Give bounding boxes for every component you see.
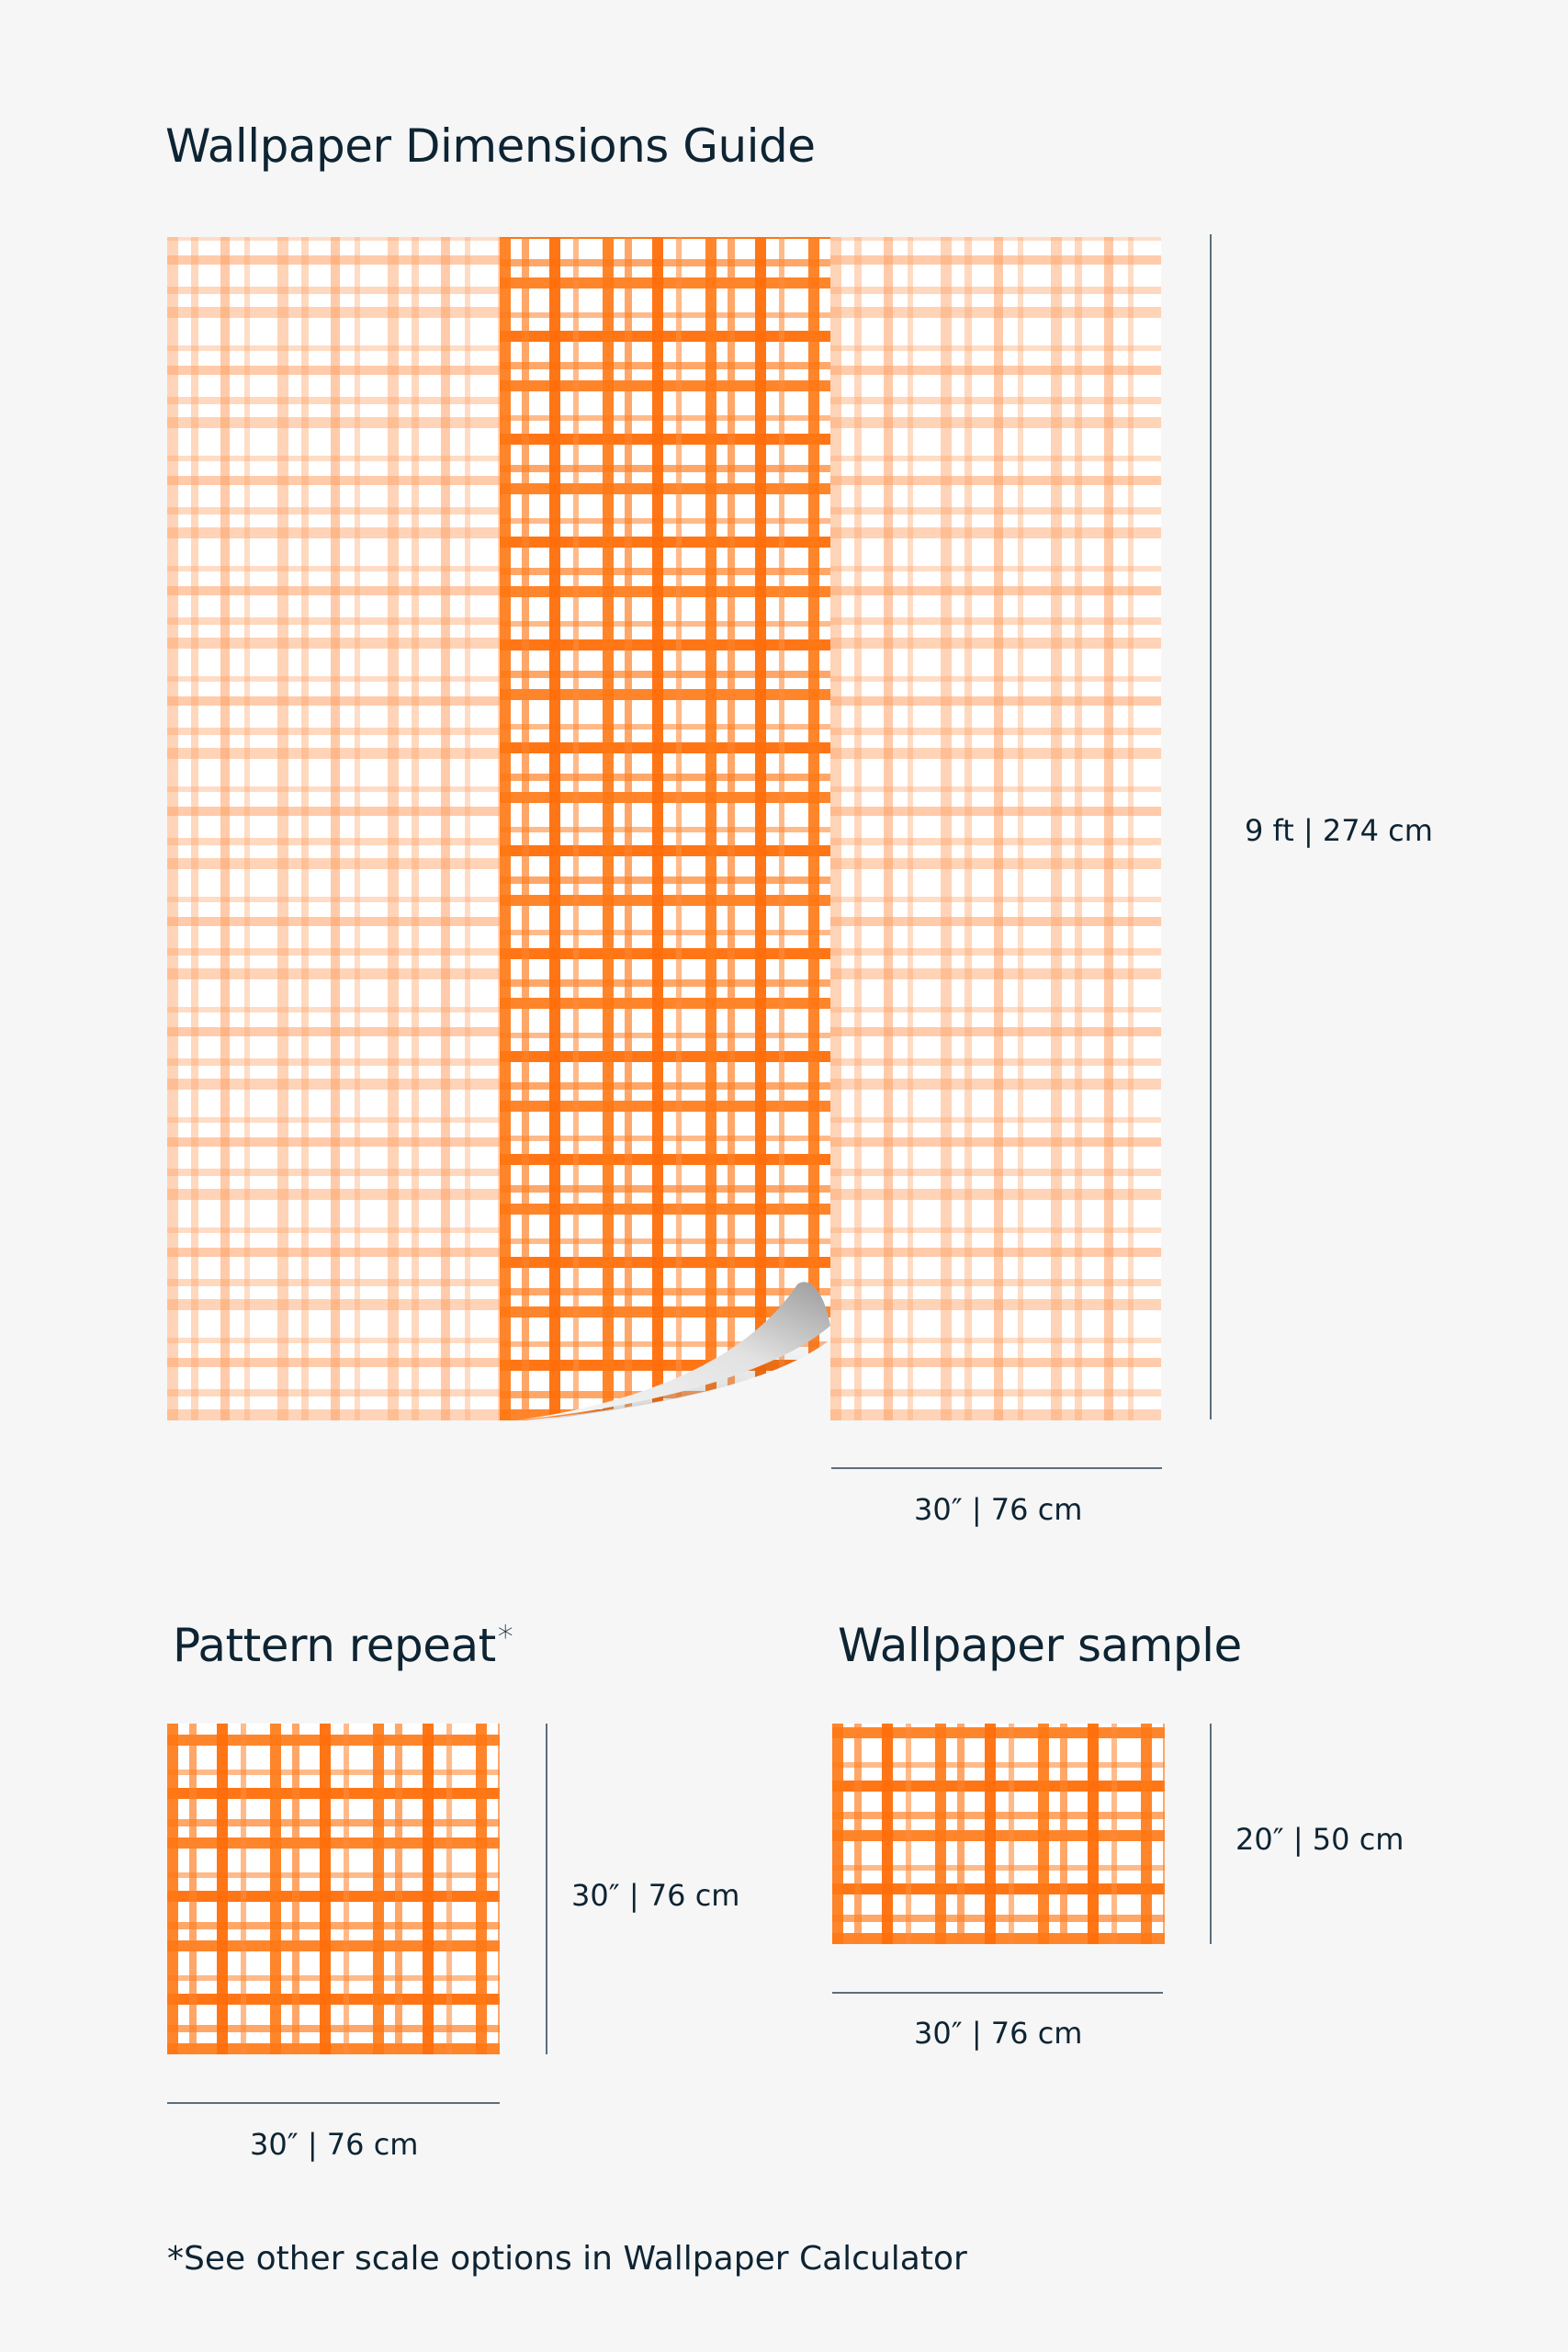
panel-width-label: 30″ | 76 cm: [914, 1492, 1083, 1527]
sample-width-line: [832, 1992, 1163, 1994]
pattern-repeat-swatch: [167, 1724, 500, 2054]
pattern-repeat-height-line: [546, 1724, 547, 2054]
pattern-repeat-asterisk: *: [497, 1619, 513, 1656]
wallpaper-panel-right: [830, 237, 1161, 1420]
wallpaper-panel-center: [500, 237, 830, 1420]
wallpaper-sample-swatch: [832, 1724, 1165, 1944]
wallpaper-sample-title: Wallpaper sample: [838, 1619, 1242, 1672]
footnote: *See other scale options in Wallpaper Ca…: [167, 2240, 967, 2278]
pattern-repeat-title-text: Pattern repeat: [173, 1619, 496, 1672]
wallpaper-panel-left: [167, 237, 500, 1420]
pattern-repeat-height-label: 30″ | 76 cm: [571, 1878, 740, 1913]
pattern-repeat-title: Pattern repeat*: [173, 1619, 513, 1672]
panel-width-line: [831, 1467, 1162, 1469]
sample-width-label: 30″ | 76 cm: [914, 2016, 1083, 2051]
peel-curl-graphic: [507, 1282, 830, 1424]
sample-height-line: [1210, 1724, 1212, 1944]
panel-height-line: [1210, 234, 1212, 1419]
panel-height-label: 9 ft | 274 cm: [1245, 813, 1433, 848]
sample-height-label: 20″ | 50 cm: [1235, 1822, 1404, 1857]
page-title: Wallpaper Dimensions Guide: [165, 119, 816, 173]
pattern-repeat-width-label: 30″ | 76 cm: [250, 2127, 419, 2162]
pattern-repeat-width-line: [167, 2102, 500, 2104]
